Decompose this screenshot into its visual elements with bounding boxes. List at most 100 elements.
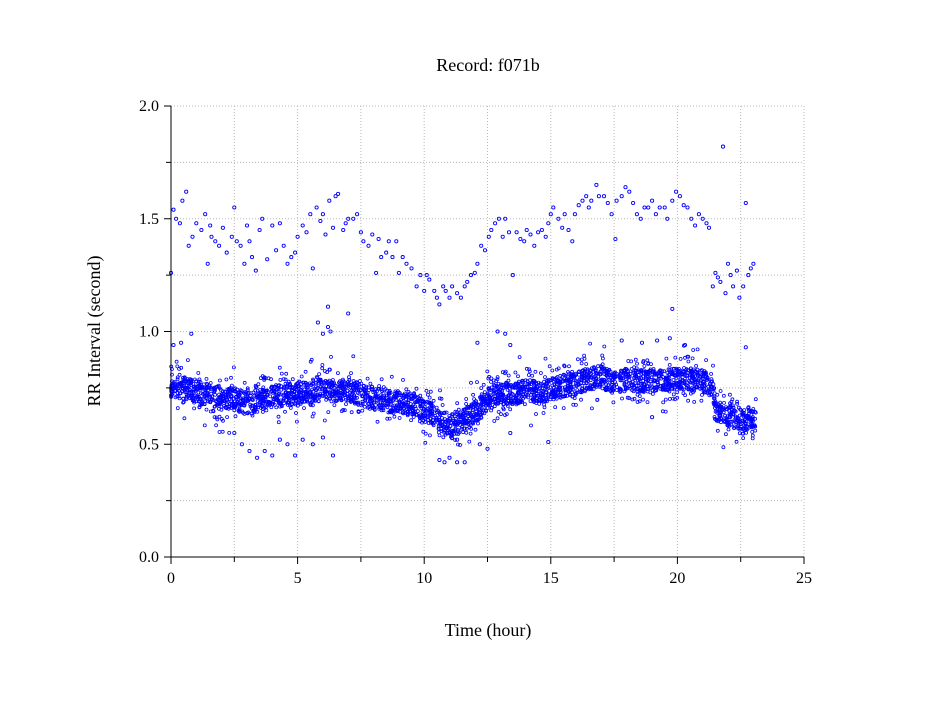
band-point <box>363 385 368 390</box>
band-point <box>388 409 393 414</box>
data-point <box>572 212 577 217</box>
band-point <box>706 388 710 393</box>
band-point <box>492 404 497 409</box>
band-point <box>687 378 691 383</box>
band-point <box>329 399 334 404</box>
band-point <box>293 398 298 403</box>
band-point <box>324 395 329 400</box>
band-point <box>538 395 543 400</box>
band-point <box>691 387 696 391</box>
band-point <box>686 398 690 403</box>
band-point <box>530 373 535 378</box>
band-point <box>359 381 364 386</box>
band-point <box>586 386 591 391</box>
band-point <box>265 400 270 405</box>
data-point <box>619 338 624 343</box>
band-point <box>554 387 559 392</box>
data-point <box>493 397 498 402</box>
band-point <box>458 443 462 447</box>
band-point <box>599 380 603 385</box>
band-point <box>526 373 531 377</box>
band-point <box>487 386 492 391</box>
band-point <box>428 389 433 394</box>
data-point <box>293 453 298 458</box>
band-point <box>663 397 668 402</box>
band-point <box>503 371 507 376</box>
band-point <box>349 371 353 376</box>
data-point <box>570 239 575 244</box>
band-point <box>503 413 507 418</box>
band-point <box>561 406 566 411</box>
band-point <box>704 370 708 375</box>
band-point <box>242 380 247 385</box>
band-point <box>749 421 754 426</box>
band-point <box>706 387 711 392</box>
band-point <box>289 394 294 399</box>
band-point <box>408 394 413 399</box>
band-point <box>221 418 225 423</box>
band-point <box>179 365 184 370</box>
band-point <box>196 381 201 386</box>
band-point <box>275 387 280 392</box>
band-point <box>662 369 667 374</box>
band-point <box>548 385 553 390</box>
band-point <box>715 392 720 397</box>
band-point <box>301 391 306 395</box>
band-point <box>645 400 650 405</box>
band-point <box>708 381 713 386</box>
data-point <box>470 419 475 424</box>
data-point <box>238 243 243 248</box>
data-point <box>613 236 618 242</box>
band-point <box>598 378 603 383</box>
band-point <box>728 403 733 408</box>
band-point <box>431 398 436 403</box>
band-point <box>645 389 650 394</box>
band-point <box>405 394 410 399</box>
band-point <box>655 378 660 383</box>
band-point <box>314 388 319 393</box>
data-point <box>400 255 405 260</box>
band-point <box>664 375 669 380</box>
band-point <box>462 408 467 413</box>
band-point <box>476 403 481 408</box>
data-point <box>646 205 651 210</box>
band-point <box>293 382 298 387</box>
band-point <box>651 391 655 396</box>
data-point <box>244 223 250 228</box>
band-point <box>214 423 219 428</box>
y-tick-label: 1.5 <box>139 211 159 228</box>
band-point <box>710 379 714 384</box>
band-point <box>200 391 205 396</box>
band-point <box>498 382 503 387</box>
data-point <box>325 324 331 330</box>
data-point <box>414 284 419 289</box>
band-point <box>624 379 629 384</box>
data-point <box>746 273 751 278</box>
band-point <box>638 381 643 386</box>
band-point <box>421 414 426 419</box>
band-point <box>294 419 299 424</box>
band-point <box>543 386 548 391</box>
data-point <box>409 266 414 271</box>
band-point <box>725 407 730 412</box>
band-point <box>345 388 350 393</box>
band-point <box>263 397 268 402</box>
band-point <box>514 385 518 390</box>
band-point <box>582 353 586 358</box>
data-point <box>631 200 636 206</box>
band-point <box>479 386 484 391</box>
band-point <box>749 419 753 424</box>
band-point <box>177 396 182 401</box>
band-point <box>623 385 628 390</box>
band-point <box>464 397 469 401</box>
band-point <box>349 410 354 415</box>
band-point <box>666 385 671 390</box>
band-point <box>650 384 654 389</box>
band-point <box>562 373 567 378</box>
band-point <box>362 388 367 393</box>
band-point <box>337 393 342 397</box>
band-point <box>428 420 433 425</box>
band-point <box>410 411 415 416</box>
band-point <box>602 344 607 349</box>
band-point <box>176 394 181 399</box>
